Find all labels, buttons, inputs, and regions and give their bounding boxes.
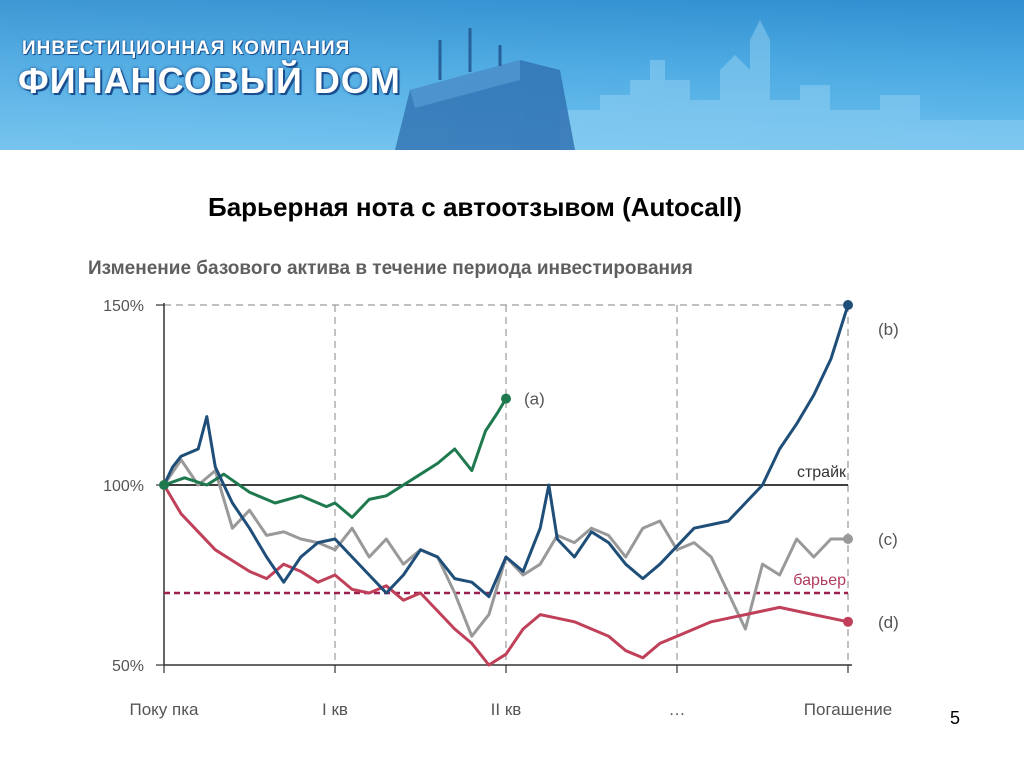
series-line: [162, 397, 508, 519]
reference-line-label: барьер: [793, 572, 846, 589]
series-end-marker: [501, 393, 511, 404]
series-line: [162, 303, 850, 599]
series-label: (b): [878, 320, 899, 339]
chart-title: Изменение базового актива в течение пери…: [88, 258, 693, 279]
start-marker: [159, 480, 169, 490]
y-tick-label: 150%: [103, 298, 144, 315]
x-tick-label: I кв: [322, 700, 348, 719]
series-end-marker: [843, 300, 853, 310]
x-tick-label: II кв: [491, 700, 522, 719]
page-number: 5: [950, 708, 961, 728]
series-end-marker: [843, 616, 853, 627]
series-label: (a): [524, 390, 545, 409]
company-logo-text: ФИНАНСОВЫЙ DОМ: [18, 60, 401, 101]
y-tick-label: 100%: [103, 478, 144, 495]
series-end-marker: [843, 534, 853, 544]
slide-title: Барьерная нота с автоотзывом (Autocall): [208, 192, 742, 222]
x-tick-label: …: [669, 700, 686, 719]
y-tick-label: 50%: [112, 658, 144, 675]
header-banner: ИНВЕСТИЦИОННАЯ КОМПАНИЯ ФИНАНСОВЫЙ DОМ: [0, 0, 1024, 150]
reference-line-label: страйк: [797, 464, 847, 481]
banner-background: [0, 0, 1024, 150]
series-line: [162, 483, 850, 667]
x-tick-label: Погашение: [804, 700, 892, 719]
series-label: (d): [878, 613, 899, 632]
series-label: (c): [878, 530, 898, 549]
company-tagline: ИНВЕСТИЦИОННАЯ КОМПАНИЯ: [22, 38, 351, 59]
x-tick-label: Поку пка: [130, 700, 200, 719]
